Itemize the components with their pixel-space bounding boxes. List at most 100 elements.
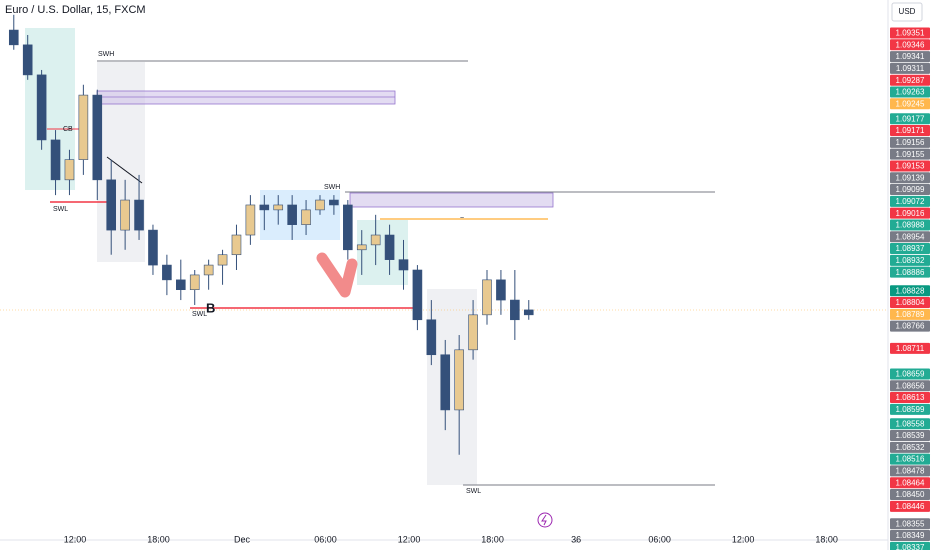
price-label-box: [890, 320, 930, 332]
price-label-box: [890, 368, 930, 380]
price-label: 1.08828: [896, 286, 925, 295]
price-label-box: [890, 125, 930, 137]
price-label: 1.08478: [896, 467, 925, 476]
x-tick-label: 12:00: [64, 534, 87, 544]
x-tick-label: Dec: [234, 534, 251, 544]
price-label: 1.09099: [896, 185, 925, 194]
x-tick-label: 06:00: [648, 534, 671, 544]
candle-body: [217, 254, 228, 266]
price-label: 1.08337: [896, 543, 925, 550]
price-label: 1.08766: [896, 322, 925, 331]
price-label: 1.08532: [896, 443, 925, 452]
candle-body: [50, 139, 61, 181]
candle-body: [245, 204, 256, 236]
price-label: 1.09245: [896, 99, 925, 108]
price-label: 1.09177: [896, 114, 925, 123]
price-label-box: [890, 254, 930, 266]
candle-body: [356, 244, 367, 251]
price-label-box: [890, 342, 930, 354]
replay-icon[interactable]: [537, 512, 553, 528]
price-label-box: [890, 530, 930, 542]
price-label: 1.08464: [896, 478, 925, 487]
candle-body: [189, 274, 200, 291]
price-label: 1.09287: [896, 76, 925, 85]
candle-body: [8, 29, 19, 46]
price-label: 1.08558: [896, 419, 925, 428]
price-label: 1.08599: [896, 405, 925, 414]
candle-body: [273, 204, 284, 211]
annotation: SWH: [98, 51, 114, 58]
x-tick-label: 36: [571, 534, 581, 544]
price-label-box: [890, 27, 930, 39]
price-label-box: [890, 477, 930, 489]
price-label-box: [890, 74, 930, 86]
price-label-box: [890, 51, 930, 63]
price-label: 1.08954: [896, 232, 925, 241]
price-label: 1.09016: [896, 209, 925, 218]
price-label-box: [890, 207, 930, 219]
candle-body: [440, 354, 451, 411]
price-label: 1.08659: [896, 370, 925, 379]
price-label: 1.08613: [896, 393, 925, 402]
price-label-box: [890, 98, 930, 110]
candle-body: [496, 279, 506, 301]
currency: USD: [899, 7, 916, 16]
price-label-box: [890, 518, 930, 530]
price-label-box: [890, 243, 930, 255]
price-label-box: [890, 465, 930, 477]
annotation: SWL: [53, 206, 68, 213]
candle-body: [231, 234, 242, 256]
price-label-box: [890, 392, 930, 404]
price-label-box: [890, 453, 930, 465]
price-label: 1.09139: [896, 173, 925, 182]
price-label: 1.08516: [896, 455, 925, 464]
price-label-box: [890, 500, 930, 512]
price-label-box: [890, 403, 930, 415]
candle-body: [176, 279, 186, 291]
price-label-box: [890, 160, 930, 172]
price-label: 1.09171: [896, 126, 925, 135]
candle-body: [301, 209, 311, 225]
price-label: 1.09072: [896, 197, 925, 206]
candle-body: [454, 349, 464, 411]
candle-body: [343, 204, 353, 251]
zone: [96, 90, 396, 105]
candle-body: [259, 204, 270, 211]
candle-body: [287, 204, 297, 225]
price-label: 1.09351: [896, 29, 925, 38]
price-label-box: [890, 219, 930, 231]
price-label-box: [890, 266, 930, 278]
x-tick-label: 12:00: [732, 534, 755, 544]
price-label: 1.08446: [896, 502, 925, 511]
annotation: SWL: [192, 311, 207, 318]
price-label-box: [890, 285, 930, 297]
price-label: 1.08539: [896, 431, 925, 440]
arrow: [316, 252, 358, 298]
annotation: ~: [460, 215, 464, 222]
price-label-box: [890, 418, 930, 430]
candle-body: [523, 309, 534, 316]
candle-body: [92, 94, 103, 181]
price-label-box: [890, 231, 930, 243]
price-label-box: [890, 489, 930, 501]
candle-body: [36, 74, 47, 141]
price-label: 1.08656: [896, 381, 925, 390]
price-label-box: [890, 184, 930, 196]
candle-body: [482, 279, 492, 316]
price-label: 1.08886: [896, 268, 925, 277]
price-label-box: [890, 380, 930, 392]
price-label-box: [890, 430, 930, 442]
candle-body: [468, 314, 478, 351]
x-tick-label: 06:00: [314, 534, 337, 544]
price-label-box: [890, 195, 930, 207]
price-label: 1.09263: [896, 88, 925, 97]
x-tick-label: 18:00: [481, 534, 504, 544]
zone: [260, 190, 340, 240]
candle-body: [134, 199, 144, 231]
price-label-box: [890, 86, 930, 98]
currency-box[interactable]: [891, 2, 923, 22]
price-label-box: [890, 62, 930, 74]
candle-body: [78, 94, 89, 160]
